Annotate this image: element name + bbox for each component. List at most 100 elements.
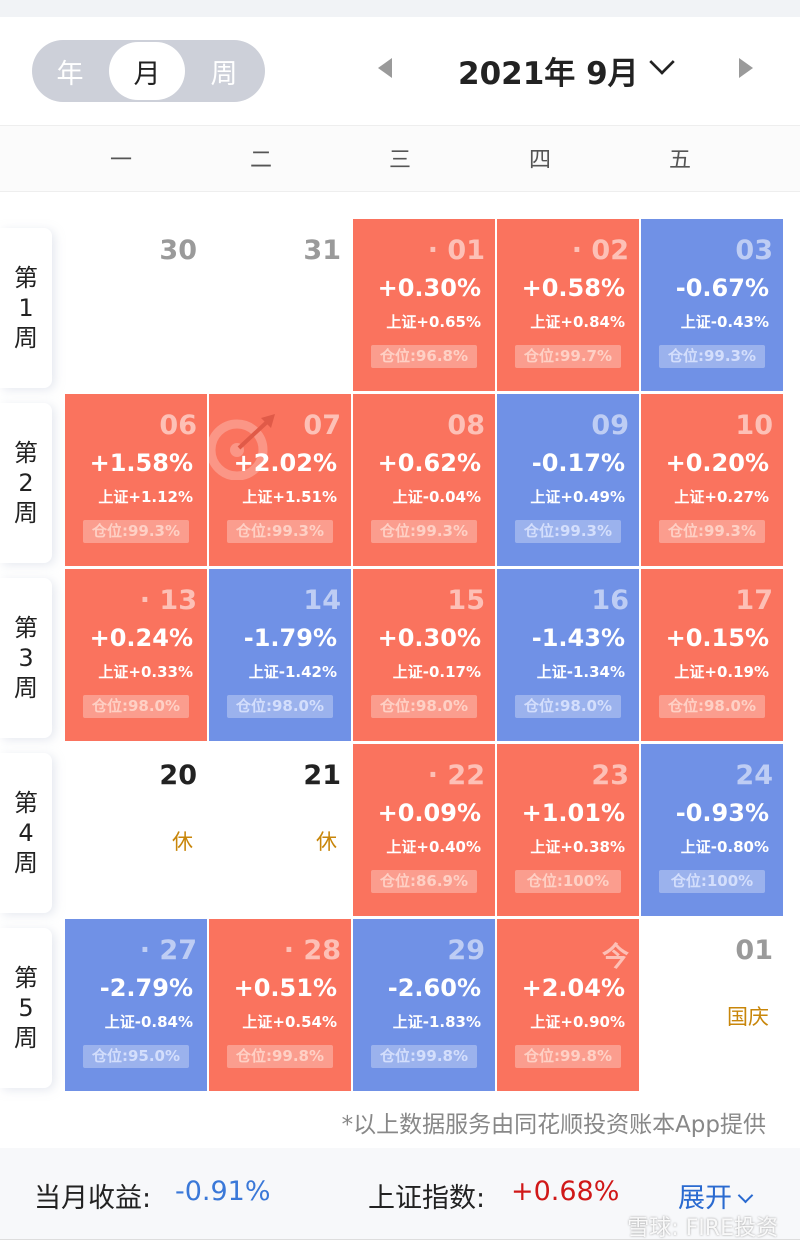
daily-return: -0.17% — [531, 449, 625, 477]
index-return: 上证-0.43% — [680, 313, 769, 331]
week-label: 第5周 — [14, 964, 38, 1052]
week-card[interactable]: 第4周 — [0, 753, 52, 913]
day-number: · 13 — [139, 585, 197, 616]
daily-return: +1.58% — [89, 449, 193, 477]
day-number: 24 — [735, 760, 773, 791]
calendar-day-cell[interactable]: 17 +0.15% 上证+0.19% 仓位:98.0% — [641, 569, 783, 741]
day-number: · 27 — [139, 935, 197, 966]
calendar-day-cell[interactable]: · 13 +0.24% 上证+0.33% 仓位:98.0% — [65, 569, 207, 741]
index-return: 上证+0.49% — [530, 488, 625, 506]
week-label: 第2周 — [14, 439, 38, 527]
daily-return: -2.79% — [99, 974, 193, 1002]
tab-month[interactable]: 月 — [109, 42, 185, 100]
calendar-day-cell[interactable]: 08 +0.62% 上证-0.04% 仓位:99.3% — [353, 394, 495, 566]
position-badge: 仓位:99.3% — [371, 520, 477, 543]
day-number: 15 — [447, 585, 485, 616]
month-title[interactable]: 2021年 9月 — [458, 56, 639, 92]
chevron-down-icon[interactable] — [649, 49, 675, 75]
index-return: 上证+0.38% — [530, 838, 625, 856]
tab-year[interactable]: 年 — [56, 58, 84, 90]
daily-return: +0.58% — [521, 274, 625, 302]
period-segmented-control[interactable]: 年 月 周 — [32, 40, 265, 102]
calendar-day-cell[interactable]: · 27 -2.79% 上证-0.84% 仓位:95.0% — [65, 919, 207, 1091]
summary-bar: 当月收益: -0.91% 上证指数: +0.68% 展开 — [0, 1148, 800, 1240]
month-return-label: 当月收益: — [34, 1183, 152, 1214]
week-card[interactable]: 第1周 — [0, 228, 52, 388]
calendar-day-cell[interactable]: 16 -1.43% 上证-1.34% 仓位:98.0% — [497, 569, 639, 741]
holiday-note: 国庆 — [727, 1005, 769, 1029]
expand-button[interactable]: 展开 — [678, 1176, 754, 1215]
calendar-day-cell[interactable]: 24 -0.93% 上证-0.80% 仓位:100% — [641, 744, 783, 916]
calendar-day-cell[interactable]: · 28 +0.51% 上证+0.54% 仓位:99.8% — [209, 919, 351, 1091]
day-number: 17 — [735, 585, 773, 616]
calendar-day-cell[interactable]: 06 +1.58% 上证+1.12% 仓位:99.3% — [65, 394, 207, 566]
calendar-day-cell[interactable]: 07 +2.02% 上证+1.51% 仓位:99.3% — [206, 394, 351, 566]
index-return: 上证+0.33% — [98, 663, 193, 681]
calendar-day-cell[interactable]: 30 — [65, 219, 207, 391]
daily-return: -1.43% — [531, 624, 625, 652]
index-return-label: 上证指数: — [368, 1183, 486, 1214]
calendar-day-cell[interactable]: 01 国庆 — [641, 919, 783, 1091]
calendar-day-cell[interactable]: · 01 +0.30% 上证+0.65% 仓位:96.8% — [353, 219, 495, 391]
weekday-label: 二 — [249, 148, 272, 173]
day-number: 08 — [447, 410, 485, 441]
holiday-note: 休 — [172, 830, 193, 854]
position-badge: 仓位:99.8% — [371, 1045, 477, 1068]
day-number: 10 — [735, 410, 773, 441]
position-badge: 仓位:86.9% — [371, 870, 477, 893]
index-return: 上证-1.42% — [248, 663, 337, 681]
day-number: 30 — [159, 235, 197, 266]
daily-return: +0.20% — [665, 449, 769, 477]
daily-return: +0.62% — [377, 449, 481, 477]
index-return: 上证-0.80% — [680, 838, 769, 856]
weekday-label: 五 — [668, 148, 691, 173]
week-card[interactable]: 第3周 — [0, 578, 52, 738]
next-month-icon[interactable] — [739, 58, 753, 78]
daily-return: +0.24% — [89, 624, 193, 652]
day-number: 09 — [591, 410, 629, 441]
day-number: 01 — [735, 935, 773, 966]
calendar-day-cell[interactable]: · 02 +0.58% 上证+0.84% 仓位:99.7% — [497, 219, 639, 391]
position-badge: 仓位:98.0% — [371, 695, 477, 718]
month-return-value: -0.91% — [175, 1176, 271, 1207]
daily-return: -1.79% — [243, 624, 337, 652]
week-label: 第1周 — [14, 264, 38, 352]
calendar-day-cell[interactable]: 03 -0.67% 上证-0.43% 仓位:99.3% — [641, 219, 783, 391]
index-return: 上证+0.90% — [530, 1013, 625, 1031]
tab-week[interactable]: 周 — [210, 58, 238, 90]
index-return: 上证-1.83% — [392, 1013, 481, 1031]
index-return: 上证-1.34% — [536, 663, 625, 681]
calendar-day-cell[interactable]: 20 休 — [65, 744, 207, 916]
index-return: 上证-0.17% — [392, 663, 481, 681]
position-badge: 仓位:95.0% — [83, 1045, 189, 1068]
holiday-note: 休 — [316, 830, 337, 854]
calendar-day-cell[interactable]: 21 休 — [209, 744, 351, 916]
week-card[interactable]: 第5周 — [0, 928, 52, 1088]
calendar-day-cell[interactable]: 10 +0.20% 上证+0.27% 仓位:99.3% — [641, 394, 783, 566]
weekday-label: 四 — [528, 148, 551, 173]
prev-month-icon[interactable] — [378, 58, 392, 78]
daily-return: +0.30% — [377, 624, 481, 652]
calendar-day-cell[interactable]: 23 +1.01% 上证+0.38% 仓位:100% — [497, 744, 639, 916]
calendar-day-cell[interactable]: 15 +0.30% 上证-0.17% 仓位:98.0% — [353, 569, 495, 741]
index-return: 上证+1.51% — [242, 488, 337, 506]
index-return: 上证-0.84% — [104, 1013, 193, 1031]
calendar-day-cell[interactable]: 09 -0.17% 上证+0.49% 仓位:99.3% — [497, 394, 639, 566]
position-badge: 仓位:99.3% — [659, 520, 765, 543]
calendar-day-cell[interactable]: · 22 +0.09% 上证+0.40% 仓位:86.9% — [353, 744, 495, 916]
day-number: 29 — [447, 935, 485, 966]
calendar-day-cell[interactable]: 14 -1.79% 上证-1.42% 仓位:98.0% — [209, 569, 351, 741]
week-label: 第3周 — [14, 614, 38, 702]
weekday-label: 三 — [388, 148, 411, 173]
calendar-day-cell[interactable]: 29 -2.60% 上证-1.83% 仓位:99.8% — [353, 919, 495, 1091]
data-source-note: *以上数据服务由同花顺投资账本App提供 — [341, 1112, 766, 1138]
day-number: 23 — [591, 760, 629, 791]
week-card[interactable]: 第2周 — [0, 403, 52, 563]
daily-return: +2.02% — [233, 449, 337, 477]
day-number: 16 — [591, 585, 629, 616]
calendar-day-cell[interactable]: 31 — [209, 219, 351, 391]
index-return: 上证+1.12% — [98, 488, 193, 506]
position-badge: 仓位:99.3% — [227, 520, 333, 543]
daily-return: +2.04% — [521, 974, 625, 1002]
calendar-day-cell[interactable]: 今 +2.04% 上证+0.90% 仓位:99.8% — [497, 919, 639, 1091]
